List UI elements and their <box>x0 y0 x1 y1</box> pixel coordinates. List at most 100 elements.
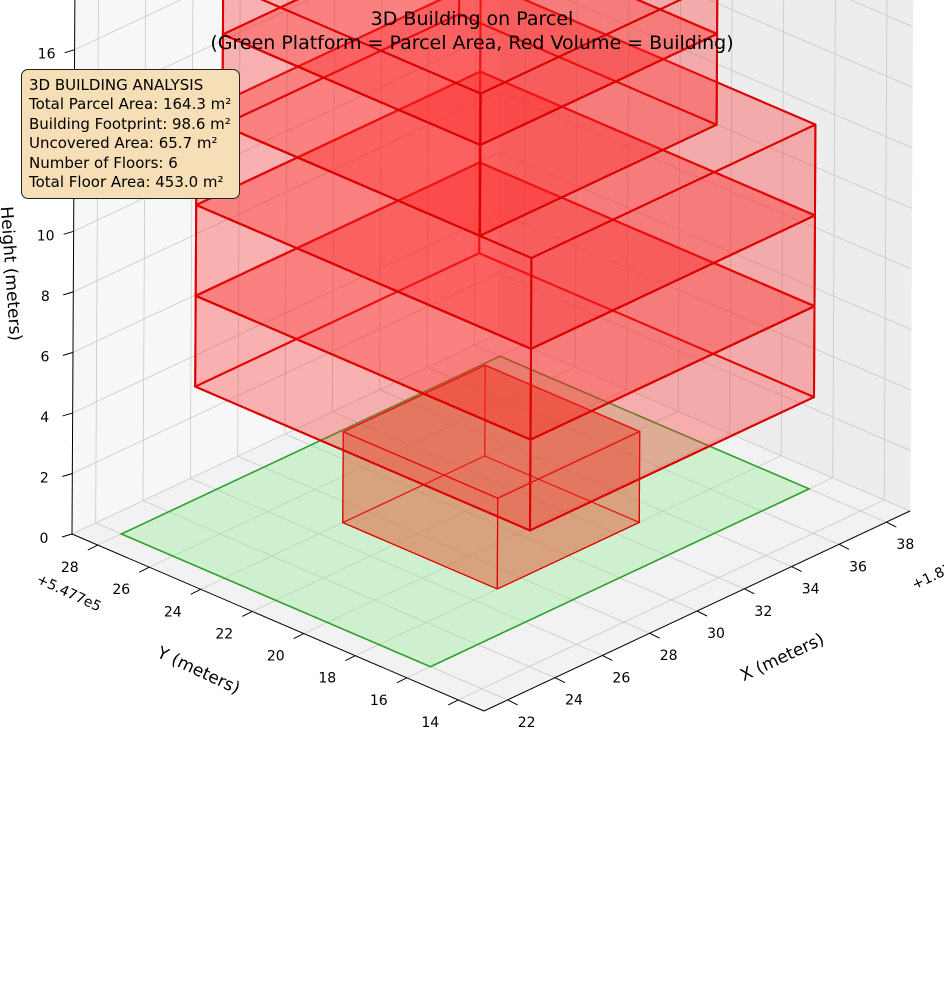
y-tick <box>242 610 253 617</box>
info-parcel-area: Total Parcel Area: 164.3 m² <box>29 95 232 114</box>
x-tick-label: 38 <box>896 537 914 553</box>
x-tick-label: 26 <box>612 670 630 686</box>
grid-x-floor <box>426 366 840 545</box>
y-tick-label: 28 <box>61 560 79 576</box>
z-tick-label: 4 <box>40 410 49 426</box>
analysis-info-box: 3D BUILDING ANALYSIS Total Parcel Area: … <box>21 69 241 200</box>
grid-x-back <box>473 0 477 346</box>
z-tick <box>64 49 75 54</box>
z-axis-label: Height (meters) <box>0 206 25 342</box>
grid-y-floor <box>252 411 679 612</box>
grid-y-floor <box>149 366 576 568</box>
x-tick <box>507 699 518 706</box>
z-tick <box>62 412 73 417</box>
z-tick <box>62 351 74 356</box>
chart-title-line1: 3D Building on Parcel <box>370 8 574 30</box>
grid-y-side <box>626 0 630 390</box>
x-tick <box>554 677 566 684</box>
info-number-of-floors: Number of Floors: 6 <box>29 153 178 172</box>
grid-z-side <box>499 91 912 270</box>
grid-z-side <box>498 152 912 330</box>
building-floor-3 <box>194 70 816 441</box>
parcel-platform <box>119 355 812 668</box>
grid-x-floor <box>284 433 698 612</box>
grid-x-back <box>379 0 383 390</box>
building-floor-6 <box>221 0 719 146</box>
building-floor-1 <box>342 364 641 590</box>
z-tick <box>63 291 74 296</box>
x-tick-label: 24 <box>565 693 583 709</box>
grid-x-floor <box>142 500 556 679</box>
floor-6-face-back-x <box>635 0 719 35</box>
info-total-floor-area: Total Floor Area: 453.0 m² <box>29 173 224 192</box>
chart-title-line2: (Green Platform = Parcel Area, Red Volum… <box>210 32 734 54</box>
info-building-footprint: Building Footprint: 98.6 m² <box>29 114 231 133</box>
grid-z-side <box>498 273 911 451</box>
y-axis-offset: +5.477e5 <box>34 571 104 615</box>
x-tick <box>886 521 897 528</box>
grid-z-back <box>74 0 182 51</box>
grid-x-back <box>331 0 335 412</box>
grid-x-back <box>284 0 288 435</box>
x-tick-label: 36 <box>849 559 867 575</box>
y-tick <box>396 677 407 684</box>
grid-z-side <box>567 0 913 149</box>
info-uncovered-area: Uncovered Area: 65.7 m² <box>29 134 218 153</box>
x-tick-label: 32 <box>754 604 772 620</box>
grid-y-side <box>677 0 681 412</box>
z-tick <box>63 230 74 235</box>
y-axis-label: Y (meters) <box>153 643 243 699</box>
z-tick-label: 6 <box>41 349 50 365</box>
grid-x-back <box>426 0 430 368</box>
x-tick <box>649 632 660 639</box>
grid-z-back <box>71 333 499 535</box>
z-axis-line <box>71 0 76 535</box>
grid-z-side <box>498 212 911 391</box>
z-tick-label: 0 <box>40 531 49 547</box>
x-axis-label: X (meters) <box>737 630 827 686</box>
grid-x-floor <box>332 411 745 590</box>
grid-y-side <box>780 0 785 456</box>
grid-y-side <box>523 0 526 346</box>
grid-z-side <box>497 333 911 512</box>
grid-z-back <box>72 273 499 474</box>
grid-y-floor <box>458 499 885 701</box>
z-tick-label: 10 <box>37 228 55 244</box>
floor-6-face-top <box>260 0 683 95</box>
y-tick-label: 14 <box>421 715 439 731</box>
floor-6-face-front-y <box>479 0 719 146</box>
grid-y-side <box>729 0 733 434</box>
z-tick-label: 2 <box>40 470 49 486</box>
z-tick-label: 8 <box>41 289 50 305</box>
info-heading: 3D BUILDING ANALYSIS <box>29 76 204 94</box>
y-tick-label: 24 <box>164 604 182 620</box>
x-tick <box>838 543 850 550</box>
grid-z-back <box>72 212 499 414</box>
y-tick-label: 16 <box>370 693 388 709</box>
z-tick <box>61 533 73 538</box>
z-tick <box>62 472 73 477</box>
x-tick <box>791 566 802 573</box>
x-tick <box>602 654 613 661</box>
x-axis-offset: +1.879e5 <box>910 549 944 593</box>
y-tick <box>345 655 356 662</box>
z-tick-label: 16 <box>38 47 56 63</box>
y-tick <box>190 588 201 595</box>
y-axis-line <box>71 533 485 712</box>
grid-y-side <box>832 0 836 478</box>
grid-z-back <box>73 91 500 293</box>
grid-x-back <box>142 0 147 501</box>
grid-x-floor <box>379 389 792 567</box>
grid-y-floor <box>303 433 730 634</box>
y-tick-label: 20 <box>267 649 285 665</box>
grid-y-side <box>883 0 888 500</box>
y-tick <box>293 633 304 640</box>
y-tick <box>139 566 150 573</box>
x-tick-label: 28 <box>660 648 678 664</box>
grid-z-side <box>708 0 913 88</box>
y-tick <box>448 699 459 706</box>
grid-y-side <box>574 0 578 368</box>
y-tick-label: 22 <box>215 626 233 642</box>
grid-x-back <box>95 0 99 523</box>
